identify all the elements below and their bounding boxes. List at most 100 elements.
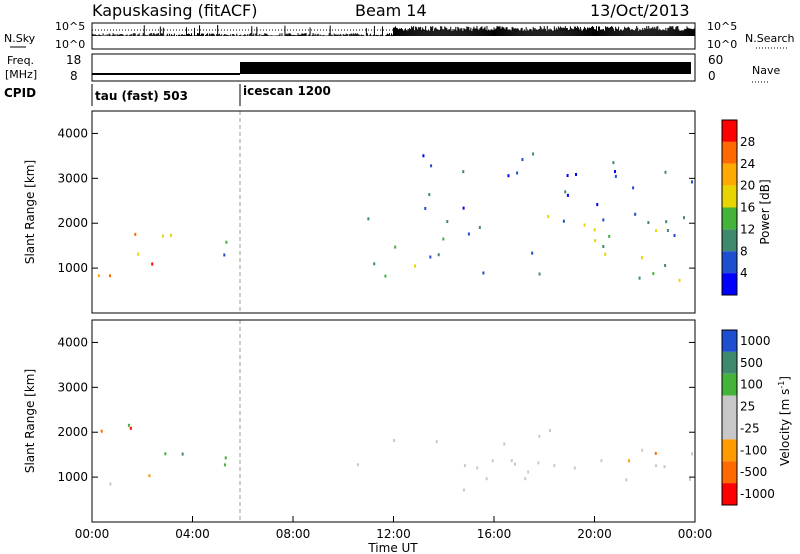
nsky-panel: N.Sky 10^5 10^0 10^5 10^0 N.Search [4,20,795,51]
date-title: 13/Oct/2013 [590,1,690,20]
xlabel: Time UT [367,541,418,554]
colorbar-tick-label: 25 [740,400,755,414]
data-cell [655,229,658,233]
x-tick-label: 00:00 [678,527,713,541]
data-cell [462,206,465,210]
colorbar-swatch [722,207,737,230]
data-cell [654,451,657,455]
colorbar-tick-label: 100 [740,378,763,392]
colorbar-frame [721,329,738,506]
nsky-tick-bottom: 10^0 [55,38,85,51]
data-cell [462,170,465,174]
power-data [97,152,694,282]
data-cell [108,274,111,278]
data-cell [97,274,100,278]
data-cell [575,172,578,176]
station-title: Kapuskasing (fitACF) [92,1,257,20]
data-cell [604,252,607,256]
colorbar-swatch [722,229,737,252]
freq-tick-bottom: 8 [70,69,78,83]
data-cell [127,423,130,427]
data-cell [632,186,635,190]
data-cell [164,452,167,456]
colorbar-tick-label: -25 [740,421,760,435]
data-cell [478,225,481,229]
data-cell [394,245,397,249]
data-cell [573,466,576,470]
data-cell [664,170,667,174]
data-cell [485,477,488,481]
y-tick-label: 1000 [57,470,88,484]
data-cell [513,462,516,466]
data-cell [384,274,387,278]
velocity-colorbar: 1000 500 100 25 -25 -100 -500 -1000 [721,329,775,506]
colorbar-tick-label: 28 [740,135,755,149]
colorbar-swatch [722,251,737,274]
data-cell [634,212,637,216]
colorbar-tick-label: 24 [740,157,755,171]
data-cell [428,193,431,197]
data-cell [148,474,151,478]
data-cell [524,477,527,481]
data-cell [682,216,685,220]
data-cell [638,276,641,280]
data-cell [422,154,425,158]
nsearch-tick-bottom: 10^0 [707,38,737,51]
velocity-colorbar-label: Velocity [m s-1] [777,376,792,466]
data-cell [424,206,427,210]
colorbar-frame [721,119,738,296]
data-cell [666,228,669,232]
data-cell [476,466,479,470]
data-cell [562,219,565,223]
data-cell [602,218,605,222]
colorbar-swatch [722,461,737,484]
data-cell [224,456,227,460]
data-cell [625,478,628,482]
colorbar-tick-label: -500 [740,465,767,479]
data-cell [548,429,551,433]
nsearch-label: N.Search [745,32,795,45]
y-tick-label: 2000 [57,216,88,230]
x-tick-label: 00:00 [75,527,110,541]
data-cell [553,464,556,468]
cpid-row: CPID tau (fast) 503 icescan 1200 [4,84,331,106]
data-cell [463,464,466,468]
data-cell [547,215,550,219]
power-yticks: 4000 3000 2000 1000 [57,126,695,275]
colorbar-swatch [722,330,737,352]
data-cell [664,264,667,268]
data-cell [614,170,617,174]
data-cell [373,262,376,266]
power-ylabel: Slant Range [km] [23,160,37,264]
cpid-label: CPID [4,86,36,100]
data-cell [356,463,359,467]
x-tick-label: 04:00 [175,527,210,541]
colorbar-swatch [722,141,737,164]
data-cell [628,459,631,463]
data-cell [655,464,658,468]
data-cell [223,463,226,467]
data-cell [566,193,569,197]
data-cell [181,452,184,456]
velocity-data [100,423,694,492]
nave-label: Nave [752,64,780,77]
colorbar-swatch [722,120,737,142]
data-cell [691,180,694,184]
colorbar-swatch [722,483,737,505]
data-cell [583,223,586,227]
data-cell [564,190,567,194]
y-tick-label: 4000 [57,335,88,349]
data-cell [413,264,416,268]
velocity-panel: 4000 3000 2000 1000 Slant Range [km] 1000 50… [23,319,792,554]
colorbar-swatch [722,163,737,186]
colorbar-tick-label: 20 [740,179,755,193]
cpid-mode-1: tau (fast) 503 [95,89,188,103]
data-cell [223,253,226,257]
nave-tick-top: 60 [708,53,723,67]
nsky-tick-top: 10^5 [55,20,85,33]
data-cell [429,255,432,259]
nave-tick-bottom: 0 [708,69,716,83]
data-cell [532,152,535,156]
data-cell [467,232,470,236]
data-cell [129,426,132,430]
